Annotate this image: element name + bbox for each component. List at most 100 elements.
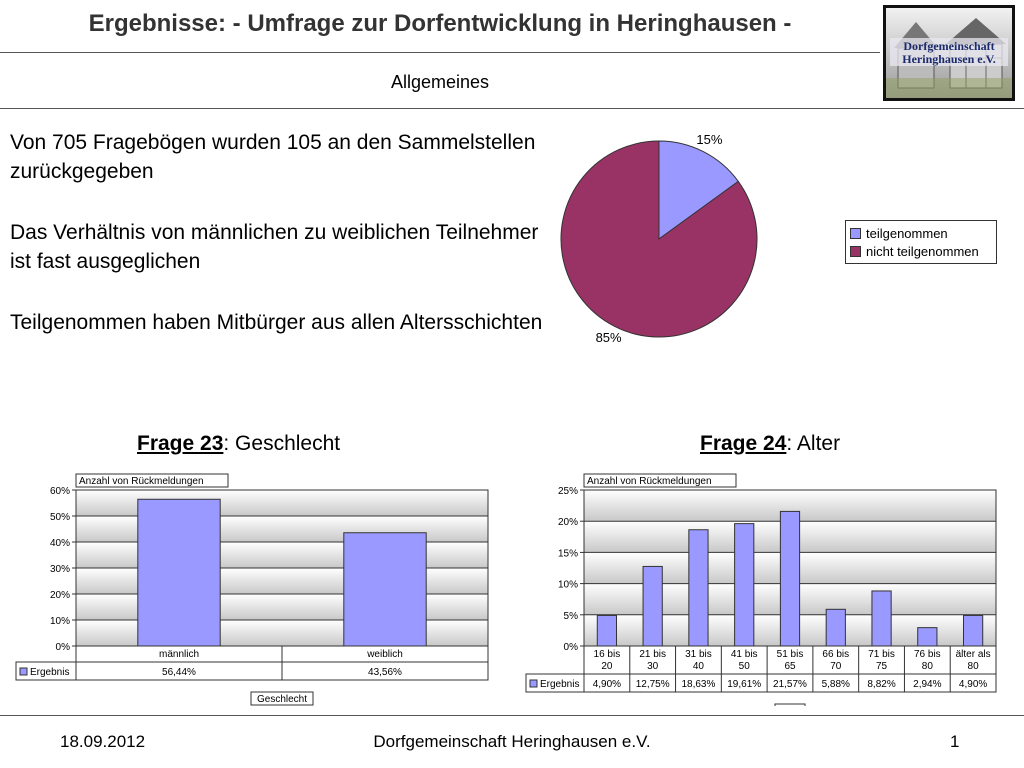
gender-ytick-label: 40% (50, 538, 70, 549)
age-field-button-label: Anzahl von Rückmeldungen (587, 476, 712, 487)
age-bar-5 (825, 608, 846, 647)
age-bar-6 (871, 590, 892, 647)
pie-slice-0 (658, 140, 739, 240)
gender-ytick-label: 60% (50, 486, 70, 497)
pie-slice-1 (560, 140, 758, 338)
age-data-label: 5,88% (822, 679, 850, 690)
age-category-label: 30 (647, 661, 659, 672)
age-category-label: älter als (956, 649, 991, 660)
gender-field-button[interactable] (75, 473, 229, 488)
age-bar-3 (734, 523, 755, 647)
frage23-label: Frage 23 (137, 432, 224, 455)
logo-text-1: Dorfgemeinschaft (903, 39, 994, 53)
age-data-label: 4,90% (959, 679, 987, 690)
pie-data-label-0: 15% (696, 132, 722, 147)
gender-ytick-label: 50% (50, 512, 70, 523)
gender-ytick-label: 30% (50, 564, 70, 575)
age-category-label: 75 (876, 661, 888, 672)
age-data-label: 4,90% (593, 679, 621, 690)
age-data-label: 2,94% (913, 679, 941, 690)
age-category-label: 65 (784, 661, 796, 672)
age-category-label: 71 bis (868, 649, 895, 660)
age-category-label: 70 (830, 661, 842, 672)
legend-label: teilgenommen (866, 225, 948, 241)
gender-axis-field-label: Geschlecht (257, 694, 307, 705)
frage23-topic: : Geschlecht (223, 432, 341, 455)
age-ytick-label: 25% (558, 486, 578, 497)
gender-category-label: männlich (159, 649, 199, 660)
gender-series-swatch (19, 667, 28, 676)
age-category-label: 16 bis (594, 649, 621, 660)
age-series-swatch (529, 679, 538, 688)
age-bar-2 (688, 529, 709, 647)
age-category-row (583, 645, 997, 675)
age-ytick-label: 5% (564, 611, 579, 622)
section-subtitle: Allgemeines (390, 72, 490, 92)
gender-ytick-label: 20% (50, 590, 70, 601)
title-divider (0, 52, 880, 53)
logo-image: Dorfgemeinschaft Heringhausen e.V. (886, 8, 1012, 98)
gender-chart: Anzahl von Rückmeldungen 0% 10% 20% 30% 40% 50… (15, 473, 489, 706)
frage24-topic: : Alter (786, 432, 841, 455)
age-data-label: 8,82% (867, 679, 895, 690)
age-category-label: 66 bis (822, 649, 849, 660)
age-bar-1 (642, 565, 663, 647)
frage23-heading: Frage 23: Geschlecht (137, 432, 340, 456)
pie-legend-item-0: teilgenommen (850, 224, 996, 242)
footer-page-number: 1 (950, 732, 960, 751)
legend-label: nicht teilgenommen (866, 243, 979, 259)
gender-data-label: 56,44% (162, 667, 196, 678)
age-category-label: 80 (968, 661, 980, 672)
frage24-label: Frage 24 (700, 432, 787, 455)
gender-series-name: Ergebnis (30, 667, 69, 678)
age-ytick-label: 0% (564, 642, 579, 653)
pie-data-label-1: 85% (596, 330, 622, 345)
gender-axis-field-button[interactable] (250, 691, 314, 706)
age-category-label: 21 bis (639, 649, 666, 660)
age-field-button[interactable] (583, 473, 737, 488)
age-category-label: 41 bis (731, 649, 758, 660)
intro-text: Von 705 Fragebögen wurden 105 an den Sam… (10, 128, 550, 369)
age-category-label: 80 (922, 661, 934, 672)
pie-legend-item-1: nicht teilgenommen (850, 242, 996, 260)
age-axis-field-button[interactable] (774, 703, 806, 706)
age-category-label: 20 (601, 661, 613, 672)
age-data-label: 18,63% (681, 679, 715, 690)
gender-bar-0 (137, 498, 221, 647)
pie-legend: teilgenommen nicht teilgenommen (845, 220, 997, 264)
page-title: Ergebnisse: - Umfrage zur Dorfentwicklun… (88, 10, 792, 37)
age-category-label: 51 bis (777, 649, 804, 660)
age-data-label: 19,61% (727, 679, 761, 690)
gender-data-label: 43,56% (368, 667, 402, 678)
intro-paragraph-1: Von 705 Fragebögen wurden 105 an den Sam… (10, 131, 536, 183)
intro-paragraph-2: Das Verhältnis von männlichen zu weiblic… (10, 221, 539, 273)
age-bar-7 (917, 627, 938, 647)
logo-text-2: Heringhausen e.V. (902, 52, 995, 66)
age-ytick-label: 15% (558, 548, 578, 559)
age-series-name: Ergebnis (540, 679, 579, 690)
age-bar-8 (962, 614, 984, 647)
age-bar-4 (779, 510, 801, 647)
gender-value-row (15, 661, 489, 681)
legend-swatch (850, 227, 861, 239)
age-ytick-label: 10% (558, 580, 578, 591)
age-category-label: 40 (693, 661, 705, 672)
footer-org: Dorfgemeinschaft Heringhausen e.V. (373, 732, 651, 751)
age-chart: Anzahl von Rückmeldungen 0% 5% 10% 15% 20% 25%… (525, 473, 997, 706)
gender-ytick-label: 10% (50, 616, 70, 627)
gender-category-label: weiblich (366, 649, 403, 660)
age-data-label: 21,57% (773, 679, 807, 690)
pie-chart: 15% 85% (560, 132, 758, 345)
legend-swatch (850, 245, 861, 257)
frage24-heading: Frage 24: Alter (700, 432, 840, 456)
age-category-label: 76 bis (914, 649, 941, 660)
footer-date: 18.09.2012 (60, 732, 146, 751)
club-logo: Dorfgemeinschaft Heringhausen e.V. (883, 5, 1015, 101)
gender-ytick-label: 0% (56, 642, 71, 653)
age-ytick-label: 20% (558, 517, 578, 528)
age-category-label: 50 (739, 661, 751, 672)
age-bar-0 (596, 614, 618, 647)
footer-divider (0, 715, 1024, 716)
gender-bar-1 (343, 532, 427, 647)
age-data-label: 12,75% (636, 679, 670, 690)
